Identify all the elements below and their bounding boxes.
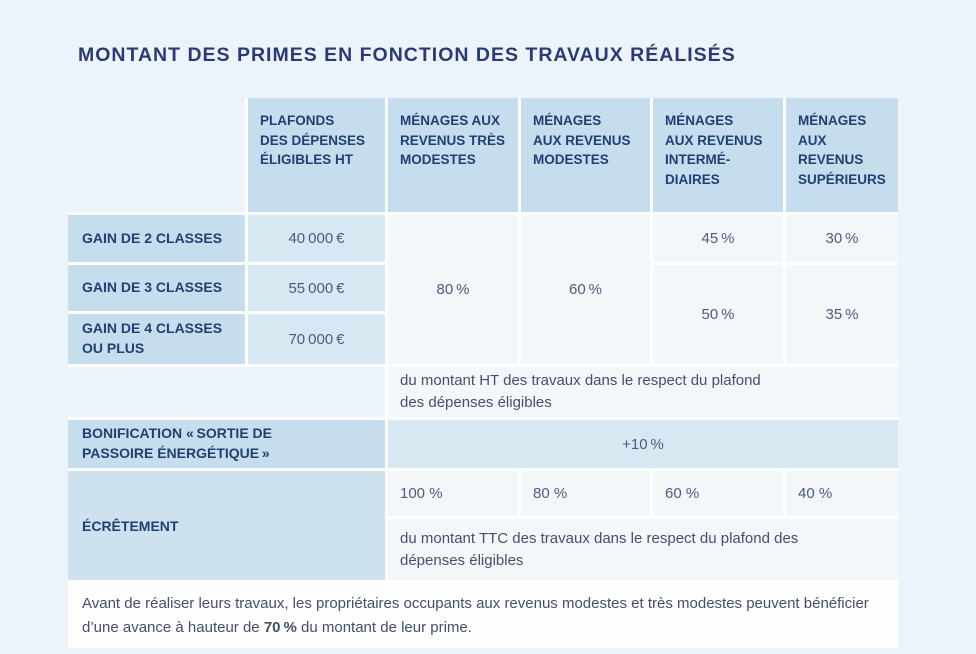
- ht-note-empty-cell: [68, 367, 385, 417]
- cell-plafond-gain-4: 70 000 €: [248, 314, 385, 364]
- cell-bonification-value: +10 %: [388, 420, 898, 468]
- row-label-gain-2-classes: GAIN DE 2 CLASSES: [68, 215, 245, 262]
- footer-bold-value: 70 %: [263, 618, 297, 636]
- cell-rate-tres-modestes: 80 %: [388, 215, 518, 364]
- primes-table: PLAFONDS DES DÉPENSES ÉLIGIBLES HT MÉNAG…: [68, 98, 898, 648]
- advance-notice-cell: Avant de réaliser leurs travaux, les pro…: [68, 583, 898, 648]
- column-header-revenus-modestes: MÉNAGES AUX REVENUS MODESTES: [521, 98, 650, 212]
- cell-rate-superieurs-gain2: 30 %: [786, 215, 898, 262]
- column-header-revenus-superieurs: MÉNAGES AUX REVENUS SUPÉRIEURS: [786, 98, 898, 212]
- column-header-revenus-intermediaires: MÉNAGES AUX REVENUS INTERMÉ- DIAIRES: [653, 98, 783, 212]
- header-empty-cell: [68, 98, 245, 212]
- cell-rate-modestes: 60 %: [521, 215, 650, 364]
- cell-rate-superieurs-gain34: 35 %: [786, 265, 898, 364]
- cell-rate-intermediaires-gain2: 45 %: [653, 215, 783, 262]
- row-label-gain-4-classes: GAIN DE 4 CLASSES OU PLUS: [68, 314, 245, 364]
- page-title: MONTANT DES PRIMES EN FONCTION DES TRAVA…: [78, 44, 736, 66]
- advance-notice-after: du montant de leur prime.: [296, 618, 472, 636]
- row-label-gain-3-classes: GAIN DE 3 CLASSES: [68, 265, 245, 311]
- cell-ecretement-superieurs: 40 %: [786, 471, 898, 516]
- column-header-revenus-tres-modestes: MÉNAGES AUX REVENUS TRÈS MODESTES: [388, 98, 518, 212]
- advance-notice-before: Avant de réaliser leurs travaux, les pro…: [82, 595, 869, 636]
- cell-note-montant-ttc: du montant TTC des travaux dans le respe…: [388, 519, 898, 580]
- cell-ecretement-intermediaires: 60 %: [653, 471, 783, 516]
- column-header-plafonds: PLAFONDS DES DÉPENSES ÉLIGIBLES HT: [248, 98, 385, 212]
- cell-rate-intermediaires-gain34: 50 %: [653, 265, 783, 364]
- cell-plafond-gain-2: 40 000 €: [248, 215, 385, 262]
- advance-notice-text: Avant de réaliser leurs travaux, les pro…: [82, 592, 878, 639]
- cell-ecretement-modestes: 80 %: [521, 471, 650, 516]
- cell-ecretement-tres-modestes: 100 %: [388, 471, 518, 516]
- row-label-bonification: BONIFICATION « SORTIE DE PASSOIRE ÉNERGÉ…: [68, 420, 385, 468]
- cell-plafond-gain-3: 55 000 €: [248, 265, 385, 311]
- cell-note-montant-ht: du montant HT des travaux dans le respec…: [388, 367, 898, 417]
- row-label-ecretement: ÉCRÊTEMENT: [68, 471, 385, 580]
